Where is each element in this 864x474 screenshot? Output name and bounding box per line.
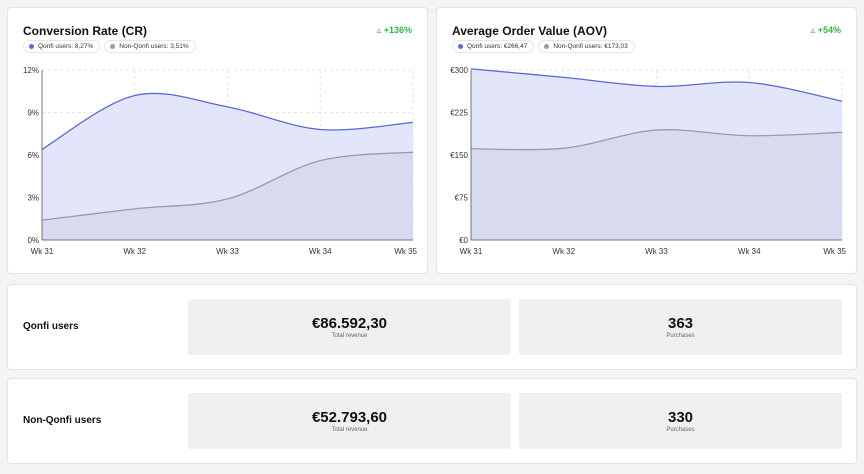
- x-tick-label: Wk 33: [645, 247, 668, 256]
- group-label: Non-Qonfi users: [23, 415, 102, 426]
- legend-label: Qonfi users: €266,47: [467, 43, 528, 50]
- purchases-caption: Purchases: [666, 426, 695, 433]
- total-revenue-value: €52.793,60: [311, 408, 388, 426]
- legend-label: Non-Qonfi users: 3,51%: [119, 43, 189, 50]
- purchases-value: 330: [667, 408, 694, 426]
- series-non-qonfi-area: [471, 129, 842, 240]
- change-value: +136%: [383, 25, 412, 35]
- x-tick-label: Wk 35: [394, 247, 417, 256]
- up-arrow-icon: ▵: [376, 25, 382, 35]
- total-revenue-caption: Total revenue: [331, 332, 368, 339]
- change-value: +54%: [817, 25, 841, 35]
- legend-item-non-qonfi[interactable]: Non-Qonfi users: €173,03: [538, 40, 635, 53]
- y-tick-label: 3%: [27, 194, 39, 203]
- average-order-value-chart: €0 €75 €150 €225 €300 Wk 31 Wk 32 Wk 33 Wk 34 Wk …: [450, 66, 846, 256]
- legend-dot-icon: [544, 44, 550, 49]
- legend-label: Qonfi users: 8,27%: [38, 43, 94, 50]
- total-revenue-value: €86.592,30: [311, 314, 388, 332]
- legend-label: Non-Qonfi users: €173,03: [553, 43, 628, 50]
- y-tick-label: €300: [450, 66, 468, 75]
- series-non-qonfi-line: [41, 151, 414, 221]
- change-badge: ▵ +136%: [377, 25, 412, 36]
- purchases-box: 330 Purchases: [519, 393, 842, 449]
- series-non-qonfi-area: [42, 152, 413, 240]
- y-tick-label: €150: [450, 151, 468, 160]
- x-tick-label: Wk 33: [216, 247, 239, 256]
- x-tick-label: Wk 31: [460, 247, 483, 256]
- total-revenue-box: €86.592,30 Total revenue: [188, 299, 511, 355]
- conversion-rate-card: 0% 3% 6% 9% 12% Wk 31 Wk 32 Wk 33 Wk 34 Wk 35 Con…: [7, 7, 428, 274]
- legend-dot-icon: [110, 44, 116, 49]
- group-label: Qonfi users: [23, 321, 79, 332]
- y-tick-label: €225: [450, 109, 468, 118]
- series-qonfi-line: [41, 92, 414, 150]
- legend-dot-icon: [29, 44, 34, 49]
- x-tick-label: Wk 34: [309, 247, 332, 256]
- y-tick-label: 9%: [27, 109, 39, 118]
- x-tick-label: Wk 35: [823, 247, 846, 256]
- up-arrow-icon: ▵: [810, 25, 816, 35]
- change-badge: ▵ +54%: [811, 25, 841, 36]
- y-tick-label: 6%: [27, 151, 39, 160]
- chart-legend: Qonfi users: €266,47 Non-Qonfi users: €1…: [452, 40, 635, 53]
- purchases-box: 363 Purchases: [519, 299, 842, 355]
- y-tick-label: 12%: [23, 66, 39, 75]
- total-revenue-box: €52.793,60 Total revenue: [188, 393, 511, 449]
- chart-legend: Qonfi users: 8,27% Non-Qonfi users: 3,51…: [23, 40, 196, 53]
- x-tick-label: Wk 32: [552, 247, 575, 256]
- qonfi-users-stats: Qonfi users €86.592,30 Total revenue 363…: [7, 284, 857, 370]
- x-tick-label: Wk 34: [738, 247, 761, 256]
- legend-item-qonfi[interactable]: Qonfi users: €266,47: [452, 40, 535, 53]
- total-revenue-caption: Total revenue: [331, 426, 368, 433]
- legend-item-non-qonfi[interactable]: Non-Qonfi users: 3,51%: [104, 40, 196, 53]
- x-tick-label: Wk 31: [31, 247, 54, 256]
- purchases-caption: Purchases: [666, 332, 695, 339]
- y-tick-label: 0%: [27, 236, 39, 245]
- chart-title: Conversion Rate (CR): [23, 24, 148, 38]
- conversion-rate-chart: 0% 3% 6% 9% 12% Wk 31 Wk 32 Wk 33 Wk 34 Wk 35: [23, 66, 418, 256]
- x-tick-label: Wk 32: [123, 247, 146, 256]
- legend-item-qonfi[interactable]: Qonfi users: 8,27%: [23, 40, 101, 53]
- non-qonfi-users-stats: Non-Qonfi users €52.793,60 Total revenue…: [7, 378, 857, 464]
- y-tick-label: €75: [455, 194, 469, 203]
- average-order-value-card: €0 €75 €150 €225 €300 Wk 31 Wk 32 Wk 33 Wk 34 Wk …: [436, 7, 857, 274]
- purchases-value: 363: [667, 314, 694, 332]
- chart-title: Average Order Value (AOV): [452, 24, 607, 38]
- y-tick-label: €0: [459, 236, 468, 245]
- legend-dot-icon: [458, 44, 463, 49]
